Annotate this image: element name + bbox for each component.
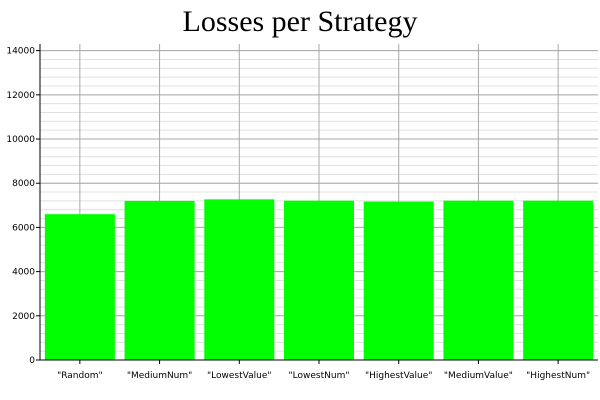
x-tick-label: "MediumNum" <box>127 371 192 381</box>
y-tick-label: 12000 <box>6 91 35 101</box>
bar-0 <box>44 214 115 360</box>
bars <box>44 199 594 360</box>
bar-3 <box>284 200 354 360</box>
y-tick-label: 14000 <box>6 47 35 57</box>
y-tick-label: 0 <box>29 356 35 366</box>
chart-title: Losses per Strategy <box>183 5 418 38</box>
bar-2 <box>204 199 275 360</box>
x-tick-labels: "Random" "MediumNum" "LowestValue" "LowestN… <box>57 360 590 381</box>
y-tick-label: 4000 <box>12 268 35 278</box>
y-tick-label: 8000 <box>12 179 35 189</box>
y-tick-label: 2000 <box>12 312 35 322</box>
y-tick-labels: 0 2000 4000 6000 8000 10000 12000 14000 <box>6 47 40 366</box>
x-tick-label: "MediumValue" <box>444 371 513 381</box>
x-tick-label: "Random" <box>57 371 103 381</box>
bar-5 <box>443 200 514 360</box>
bar-1 <box>124 200 195 360</box>
x-tick-label: "HighestValue" <box>365 371 432 381</box>
y-tick-label: 10000 <box>6 135 35 145</box>
bar-4 <box>363 201 434 360</box>
y-tick-label: 6000 <box>12 223 35 233</box>
bar-6 <box>523 200 594 360</box>
x-tick-label: "LowestValue" <box>207 371 271 381</box>
x-tick-label: "HighestNum" <box>526 371 590 381</box>
x-tick-label: "LowestNum" <box>289 371 350 381</box>
